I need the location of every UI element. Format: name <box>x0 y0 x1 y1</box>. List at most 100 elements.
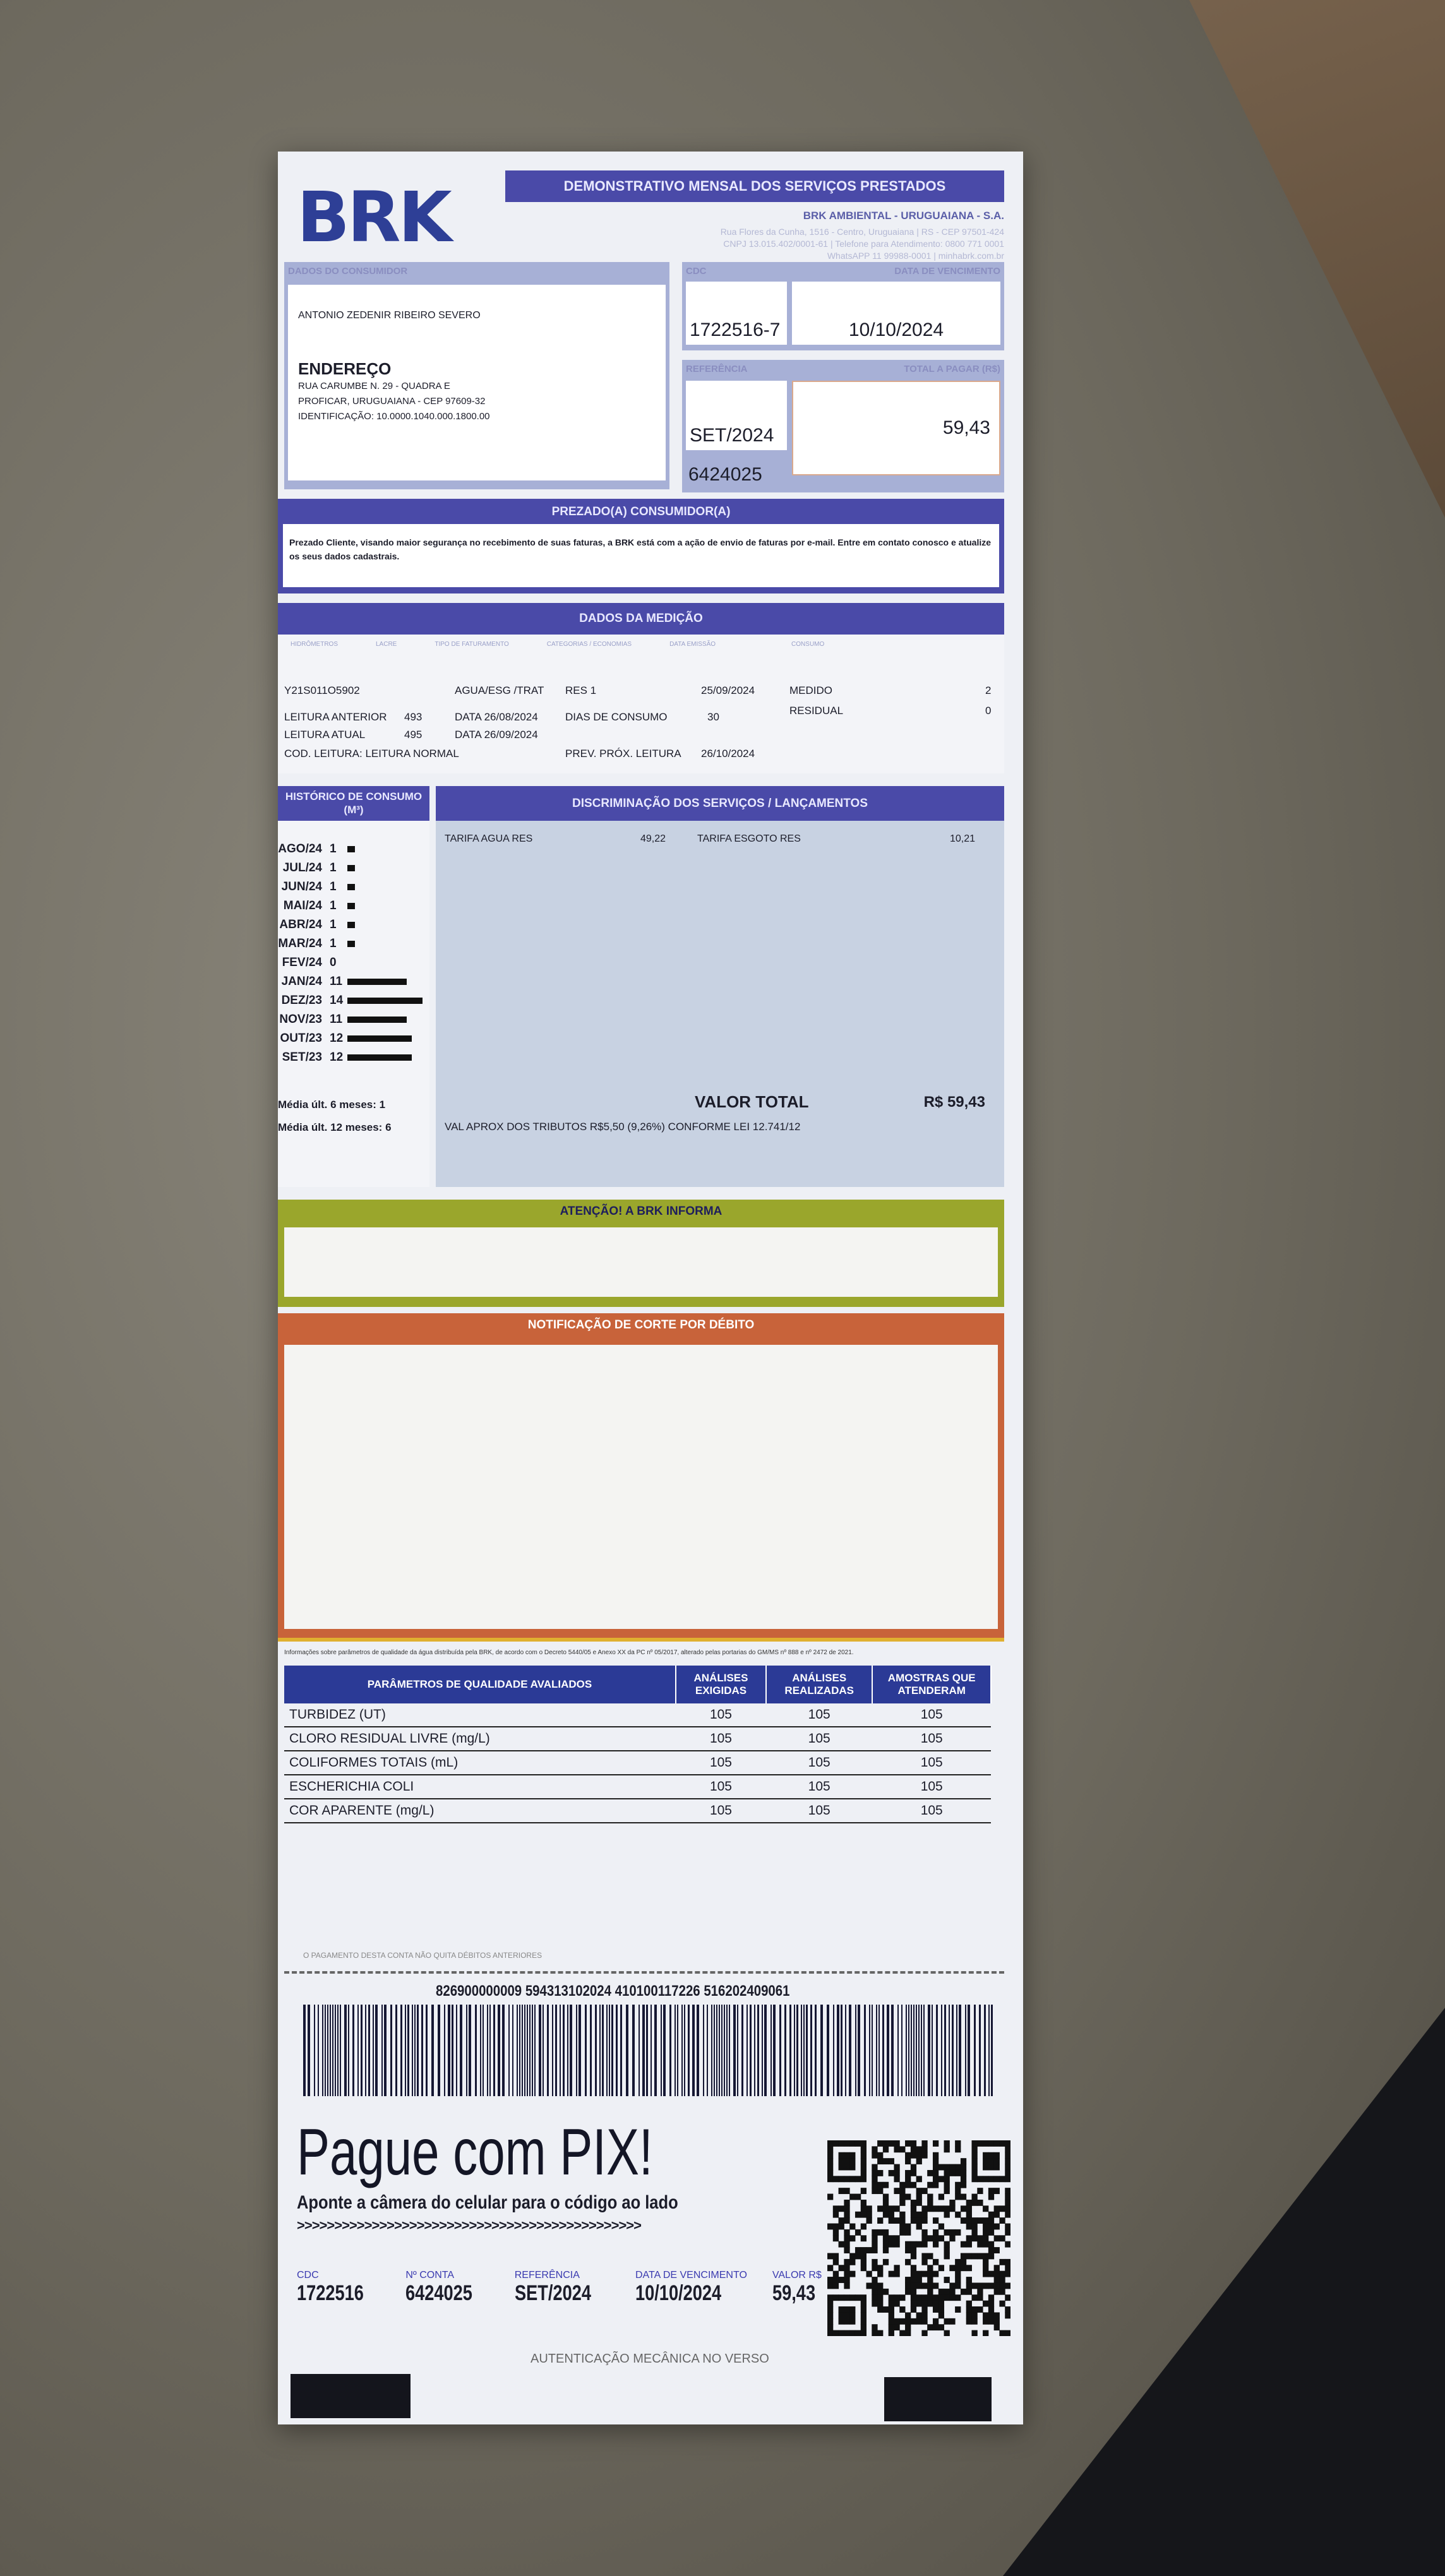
qr-module <box>938 2164 945 2171</box>
qr-module <box>844 2312 850 2319</box>
qr-module <box>844 2217 850 2224</box>
barcode-bar <box>684 2005 685 2096</box>
barcode-bar <box>677 2005 678 2096</box>
qr-module <box>827 2282 834 2289</box>
qr-module <box>849 2253 856 2260</box>
total-value-label: VALOR TOTAL <box>695 1092 809 1111</box>
qr-module <box>921 2241 928 2248</box>
barcode-bar <box>560 2005 561 2096</box>
qr-module <box>827 2253 834 2260</box>
payment-field-label: VALOR R$ <box>772 2270 822 2281</box>
consumer-panel: DADOS DO CONSUMIDOR ANTONIO ZEDENIR RIBE… <box>284 262 669 489</box>
qr-module <box>1005 2164 1010 2171</box>
qr-module <box>938 2176 945 2183</box>
qr-module <box>949 2265 956 2272</box>
qr-module <box>988 2294 995 2301</box>
quality-count: 105 <box>872 1727 991 1751</box>
barcode-bar <box>570 2005 572 2096</box>
qr-module <box>894 2324 900 2331</box>
barcode-bar <box>911 2005 912 2096</box>
barcode-bar <box>595 2005 597 2096</box>
qr-module <box>827 2324 834 2331</box>
qr-module <box>960 2258 967 2265</box>
history-value: 1 <box>330 842 337 856</box>
qr-module <box>932 2282 939 2289</box>
qr-module <box>977 2253 983 2260</box>
qr-module <box>905 2158 911 2165</box>
qr-module <box>971 2330 978 2336</box>
qr-module <box>993 2324 1000 2331</box>
header-categories: CATEGORIAS / ECONOMIAS <box>546 641 632 648</box>
qr-module <box>888 2169 894 2176</box>
qr-module <box>955 2265 961 2272</box>
qr-module <box>949 2169 956 2176</box>
barcode-bar <box>932 2005 933 2096</box>
cutoff-title: NOTIFICAÇÃO DE CORTE POR DÉBITO <box>527 1318 755 1332</box>
header-performed: ANÁLISES REALIZADAS <box>765 1666 873 1703</box>
qr-module <box>993 2265 1000 2272</box>
qr-module <box>932 2235 939 2242</box>
qr-module <box>966 2312 972 2319</box>
barcode-bar <box>308 2005 310 2096</box>
qr-module <box>960 2217 967 2224</box>
qr-module <box>983 2205 989 2212</box>
quality-count: 105 <box>872 1751 991 1775</box>
qr-module <box>1005 2270 1010 2277</box>
qr-module <box>971 2229 978 2236</box>
qr-module <box>1005 2265 1010 2272</box>
qr-module <box>916 2277 922 2283</box>
qr-module <box>872 2229 878 2236</box>
qr-module <box>944 2140 950 2147</box>
qr-module <box>971 2146 978 2153</box>
qr-module <box>849 2330 856 2336</box>
barcode <box>303 2005 993 2096</box>
barcode-bar <box>651 2005 652 2096</box>
qr-module <box>921 2300 928 2307</box>
address-line: Rua Flores da Cunha, 1516 - Centro, Urug… <box>720 227 1004 237</box>
qr-module <box>1005 2282 1010 2289</box>
barcode-bar <box>344 2005 347 2096</box>
qr-module <box>872 2164 878 2171</box>
barcode-bar <box>654 2005 657 2096</box>
qr-module <box>899 2199 906 2206</box>
qr-module <box>910 2211 917 2218</box>
qr-module <box>877 2158 884 2165</box>
qr-module <box>899 2318 906 2325</box>
barcode-bar <box>534 2005 536 2096</box>
qr-module <box>921 2140 928 2147</box>
notice-text: Prezado Cliente, visando maior segurança… <box>283 524 999 587</box>
qr-module <box>860 2169 867 2176</box>
qr-module <box>1005 2152 1010 2159</box>
barcode-bar <box>493 2005 495 2096</box>
history-bar <box>347 1017 407 1023</box>
barcode-bar <box>400 2005 402 2096</box>
qr-module <box>993 2312 1000 2319</box>
history-value: 1 <box>330 880 337 893</box>
qr-module <box>932 2318 939 2325</box>
header-issue-date: DATA EMISSÃO <box>669 641 716 648</box>
qr-module <box>854 2294 861 2301</box>
qr-module <box>971 2312 978 2319</box>
qr-module <box>872 2188 878 2195</box>
qr-module <box>888 2306 894 2313</box>
history-month: FEV/24 <box>282 956 322 969</box>
qr-module <box>993 2176 1000 2183</box>
barcode-bar <box>322 2005 323 2096</box>
barcode-bar <box>887 2005 889 2096</box>
qr-module <box>977 2288 983 2295</box>
qr-module <box>860 2235 867 2242</box>
qr-module <box>910 2277 917 2283</box>
water-bill: BRK DEMONSTRATIVO MENSAL DOS SERVIÇOS PR… <box>278 152 1023 2424</box>
barcode-bar <box>519 2005 520 2096</box>
qr-module <box>844 2330 850 2336</box>
due-label: DATA DE VENCIMENTO <box>894 266 1000 277</box>
barcode-bar <box>606 2005 608 2096</box>
qr-module <box>921 2146 928 2153</box>
history-value: 12 <box>330 1032 344 1045</box>
qr-module <box>877 2229 884 2236</box>
barcode-bar <box>681 2005 683 2096</box>
pix-qr-code[interactable] <box>827 2140 1010 2336</box>
qr-module <box>993 2152 1000 2159</box>
barcode-bar <box>417 2005 419 2096</box>
quality-row: COR APARENTE (mg/L) 105 105 105 <box>284 1799 991 1823</box>
